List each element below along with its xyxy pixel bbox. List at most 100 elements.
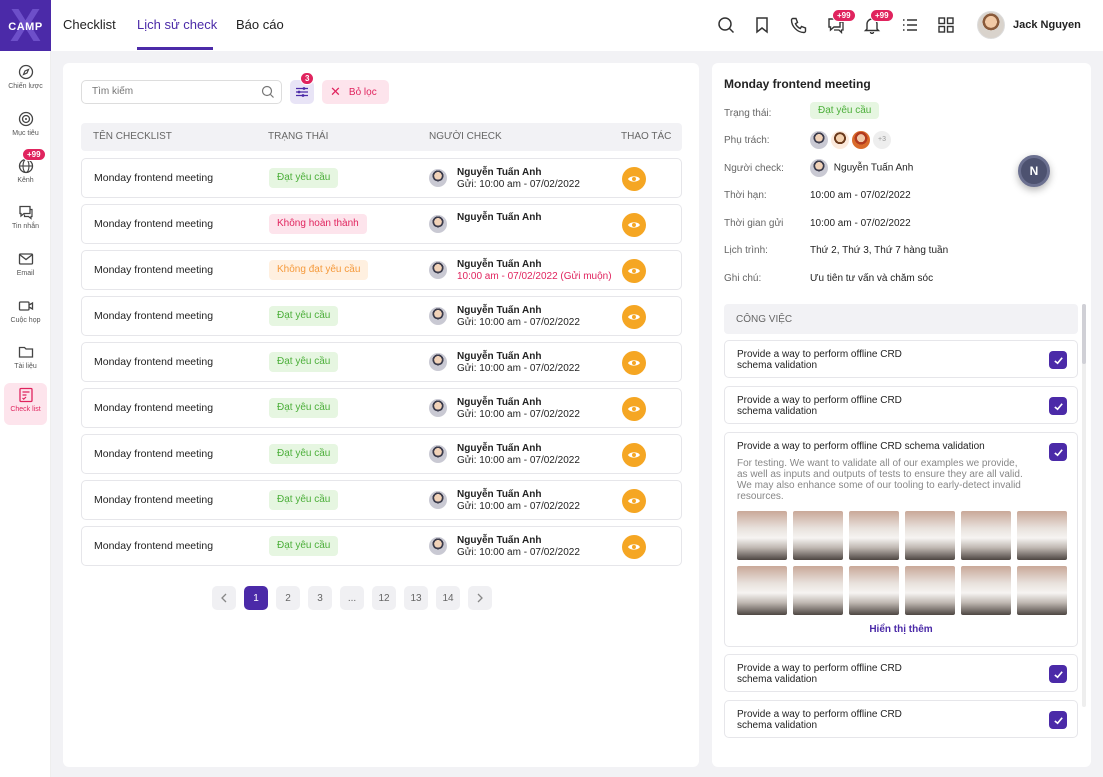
scrollbar-thumb[interactable] bbox=[1082, 304, 1086, 364]
page-button[interactable]: 12 bbox=[372, 586, 396, 610]
checklist-name: Monday frontend meeting bbox=[94, 356, 214, 368]
sent-time: 10:00 am - 07/02/2022 (Gửi muộn) bbox=[457, 271, 612, 282]
task-checkbox[interactable] bbox=[1049, 711, 1067, 729]
table-row[interactable]: Monday frontend meeting Đạt yêu cầu Nguyễn… bbox=[81, 342, 682, 382]
attachment-thumbnail[interactable] bbox=[961, 566, 1011, 615]
status-badge: Đạt yêu cầu bbox=[269, 168, 339, 188]
filter-button[interactable]: 3 bbox=[290, 72, 315, 104]
page-button[interactable]: 3 bbox=[308, 586, 332, 610]
attachment-thumbnail[interactable] bbox=[849, 511, 899, 560]
checker-name: Nguyễn Tuấn Anh bbox=[457, 167, 542, 178]
attachment-thumbnail[interactable] bbox=[737, 511, 787, 560]
app-logo[interactable]: X CAMP bbox=[0, 0, 51, 51]
list-icon[interactable] bbox=[901, 16, 919, 34]
status-badge: Đạt yêu cầu bbox=[269, 444, 339, 464]
attachment-thumbnail[interactable] bbox=[961, 511, 1011, 560]
search-icon[interactable] bbox=[261, 85, 275, 99]
table-header: TÊN CHECKLIST TRẠNG THÁI NGƯỜI CHECK THA… bbox=[81, 123, 682, 151]
sidebar-item-messages[interactable]: Tin nhắn bbox=[4, 200, 47, 242]
table-row[interactable]: Monday frontend meeting Đạt yêu cầu Nguyễn… bbox=[81, 434, 682, 474]
status-badge: Không đạt yêu cầu bbox=[269, 260, 369, 280]
task-checkbox[interactable] bbox=[1049, 397, 1067, 415]
page-button[interactable]: 14 bbox=[436, 586, 460, 610]
table-row[interactable]: Monday frontend meeting Không đạt yêu cầu… bbox=[81, 250, 682, 290]
view-button[interactable] bbox=[622, 167, 646, 191]
search-icon[interactable] bbox=[717, 16, 735, 34]
attachment-thumbnail[interactable] bbox=[793, 566, 843, 615]
checker-name: Nguyễn Tuấn Anh bbox=[833, 162, 914, 174]
checker-avatar bbox=[429, 169, 447, 187]
owner-avatars[interactable]: +3 bbox=[810, 131, 891, 149]
apps-grid-icon[interactable] bbox=[937, 16, 955, 34]
phone-icon[interactable] bbox=[790, 16, 808, 34]
task-checkbox[interactable] bbox=[1049, 665, 1067, 683]
attachment-thumbnail[interactable] bbox=[1017, 566, 1067, 615]
sidebar-item-checklist[interactable]: Check list bbox=[4, 383, 47, 425]
tasks-scrollbar[interactable] bbox=[1082, 304, 1086, 707]
task-description: For testing. We want to validate all of … bbox=[737, 458, 1023, 502]
show-more-link[interactable]: Hiển thị thêm bbox=[869, 624, 933, 635]
view-button[interactable] bbox=[622, 305, 646, 329]
sidebar-item-email[interactable]: Email bbox=[4, 247, 47, 289]
table-row[interactable]: Monday frontend meeting Không hoàn thành N… bbox=[81, 204, 682, 244]
page-button[interactable]: 2 bbox=[276, 586, 300, 610]
prev-page-button[interactable] bbox=[212, 586, 236, 610]
sent-time: Gửi: 10:00 am - 07/02/2022 bbox=[457, 179, 580, 190]
attachment-thumbnail[interactable] bbox=[737, 566, 787, 615]
task-item[interactable]: Provide a way to perform offline CRD sch… bbox=[724, 386, 1078, 424]
status-badge: Đạt yêu cầu bbox=[269, 306, 339, 326]
task-item[interactable]: Provide a way to perform offline CRD sch… bbox=[724, 700, 1078, 738]
page-button[interactable]: 1 bbox=[244, 586, 268, 610]
sidebar: X CAMP Chiến lược Mục tiêu Kênh +99 Tin … bbox=[0, 0, 51, 777]
tab-check-history[interactable]: Lịch sử check bbox=[137, 17, 218, 32]
view-button[interactable] bbox=[622, 535, 646, 559]
compass-icon bbox=[18, 64, 33, 80]
task-checkbox[interactable] bbox=[1049, 443, 1067, 461]
clear-filter-button[interactable]: ✕ Bỏ lọc bbox=[322, 80, 389, 104]
attachment-thumbnail[interactable] bbox=[905, 566, 955, 615]
bookmark-icon[interactable] bbox=[753, 16, 771, 34]
task-item[interactable]: Provide a way to perform offline CRD sch… bbox=[724, 340, 1078, 378]
sidebar-item-goals[interactable]: Mục tiêu bbox=[4, 107, 47, 149]
attachment-thumbnail[interactable] bbox=[905, 511, 955, 560]
checker-name: Nguyễn Tuấn Anh bbox=[457, 489, 542, 500]
floating-chat-bubble[interactable]: N bbox=[1018, 155, 1050, 187]
search-box[interactable] bbox=[81, 80, 282, 104]
sent-time: Gửi: 10:00 am - 07/02/2022 bbox=[457, 317, 580, 328]
view-button[interactable] bbox=[622, 351, 646, 375]
page-button[interactable]: 13 bbox=[404, 586, 428, 610]
view-button[interactable] bbox=[622, 259, 646, 283]
mail-icon bbox=[18, 253, 33, 265]
view-button[interactable] bbox=[622, 213, 646, 237]
chat-icon bbox=[18, 205, 33, 220]
search-input[interactable] bbox=[92, 86, 252, 97]
view-button[interactable] bbox=[622, 489, 646, 513]
view-button[interactable] bbox=[622, 397, 646, 421]
task-item[interactable]: Provide a way to perform offline CRD sch… bbox=[724, 654, 1078, 692]
attachment-thumbnail[interactable] bbox=[1017, 511, 1067, 560]
table-row[interactable]: Monday frontend meeting Đạt yêu cầu Nguyễn… bbox=[81, 388, 682, 428]
eye-icon bbox=[628, 498, 640, 504]
sidebar-item-strategy[interactable]: Chiến lược bbox=[4, 60, 47, 102]
next-page-button[interactable] bbox=[468, 586, 492, 610]
status-badge: Đạt yêu cầu bbox=[810, 102, 880, 119]
checker-avatar bbox=[429, 307, 447, 325]
view-button[interactable] bbox=[622, 443, 646, 467]
sidebar-item-meetings[interactable]: Cuộc họp bbox=[4, 294, 47, 336]
attachment-thumbnail[interactable] bbox=[849, 566, 899, 615]
checker-name: Nguyễn Tuấn Anh bbox=[457, 443, 542, 454]
target-icon bbox=[18, 111, 33, 127]
user-menu[interactable]: Jack Nguyen bbox=[977, 11, 1081, 39]
table-row[interactable]: Monday frontend meeting Đạt yêu cầu Nguyễn… bbox=[81, 158, 682, 198]
attachment-thumbnail[interactable] bbox=[793, 511, 843, 560]
sidebar-item-documents[interactable]: Tài liệu bbox=[4, 340, 47, 382]
eye-icon bbox=[628, 406, 640, 412]
table-row[interactable]: Monday frontend meeting Đạt yêu cầu Nguyễn… bbox=[81, 480, 682, 520]
task-item-expanded[interactable]: Provide a way to perform offline CRD sch… bbox=[724, 432, 1078, 647]
tab-reports[interactable]: Báo cáo bbox=[236, 17, 284, 32]
task-checkbox[interactable] bbox=[1049, 351, 1067, 369]
tab-checklist[interactable]: Checklist bbox=[63, 17, 116, 32]
checklist-name: Monday frontend meeting bbox=[94, 402, 214, 414]
table-row[interactable]: Monday frontend meeting Đạt yêu cầu Nguyễn… bbox=[81, 296, 682, 336]
table-row[interactable]: Monday frontend meeting Đạt yêu cầu Nguyễn… bbox=[81, 526, 682, 566]
